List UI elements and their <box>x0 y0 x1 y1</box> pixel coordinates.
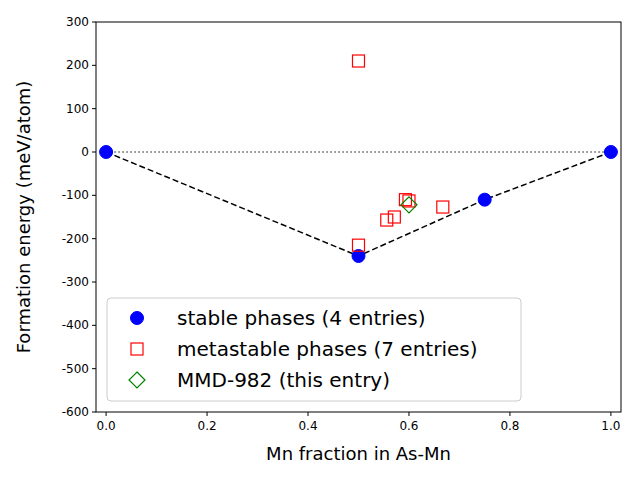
legend-label: MMD-982 (this entry) <box>177 368 390 392</box>
point <box>381 214 393 226</box>
y-tick <box>92 238 96 239</box>
y-tick-label: 100 <box>66 102 89 116</box>
legend-label: stable phases (4 entries) <box>177 306 426 330</box>
point <box>353 55 365 67</box>
x-tick <box>308 412 309 416</box>
x-tick-label: 0.4 <box>298 419 317 433</box>
y-tick <box>92 108 96 109</box>
y-tick <box>92 282 96 283</box>
legend-label: metastable phases (7 entries) <box>177 337 477 361</box>
legend-marker <box>129 372 145 388</box>
y-tick <box>92 152 96 153</box>
frame <box>96 22 621 412</box>
x-tick <box>207 412 208 416</box>
point <box>437 201 449 213</box>
y-tick <box>92 22 96 23</box>
x-tick-label: 0.6 <box>399 419 418 433</box>
x-tick-label: 0.0 <box>97 419 116 433</box>
x-tick-label: 0.8 <box>500 419 519 433</box>
line <box>106 152 611 256</box>
point <box>388 211 400 223</box>
legend-box <box>107 298 521 401</box>
y-tick-label: -600 <box>62 405 89 419</box>
legend-marker <box>131 343 143 355</box>
x-tick-label: 1.0 <box>601 419 620 433</box>
y-tick-label: -500 <box>62 362 89 376</box>
x-tick <box>610 412 611 416</box>
y-tick <box>92 368 96 369</box>
x-tick-label: 0.2 <box>198 419 217 433</box>
line <box>106 151 611 153</box>
y-tick-label: -400 <box>62 318 89 332</box>
y-axis-label: Formation energy (meV/atom) <box>13 81 34 354</box>
point <box>100 146 113 159</box>
legend-marker <box>131 312 144 325</box>
y-tick <box>92 325 96 326</box>
plot-area <box>100 55 618 263</box>
x-tick <box>106 412 107 416</box>
x-axis-label: Mn fraction in As-Mn <box>266 443 451 464</box>
chart: 0.0 0.2 0.4 0.6 0.8 1.0 -600 -500 -400 -300 -200 -1… <box>0 0 640 480</box>
legend: stable phases (4 entries) metastable phas… <box>107 298 521 401</box>
y-tick-label: -200 <box>62 232 89 246</box>
y-tick-label: -300 <box>62 275 89 289</box>
y-tick <box>92 195 96 196</box>
y-tick <box>92 412 96 413</box>
point <box>401 197 417 213</box>
y-tick-label: 300 <box>66 15 89 29</box>
y-tick-label: 0 <box>81 145 89 159</box>
x-tick <box>408 412 409 416</box>
y-tick-label: -100 <box>62 188 89 202</box>
y-tick-label: 200 <box>66 58 89 72</box>
point <box>478 193 491 206</box>
y-tick <box>92 65 96 66</box>
point <box>353 239 365 251</box>
point <box>604 146 617 159</box>
x-tick <box>509 412 510 416</box>
